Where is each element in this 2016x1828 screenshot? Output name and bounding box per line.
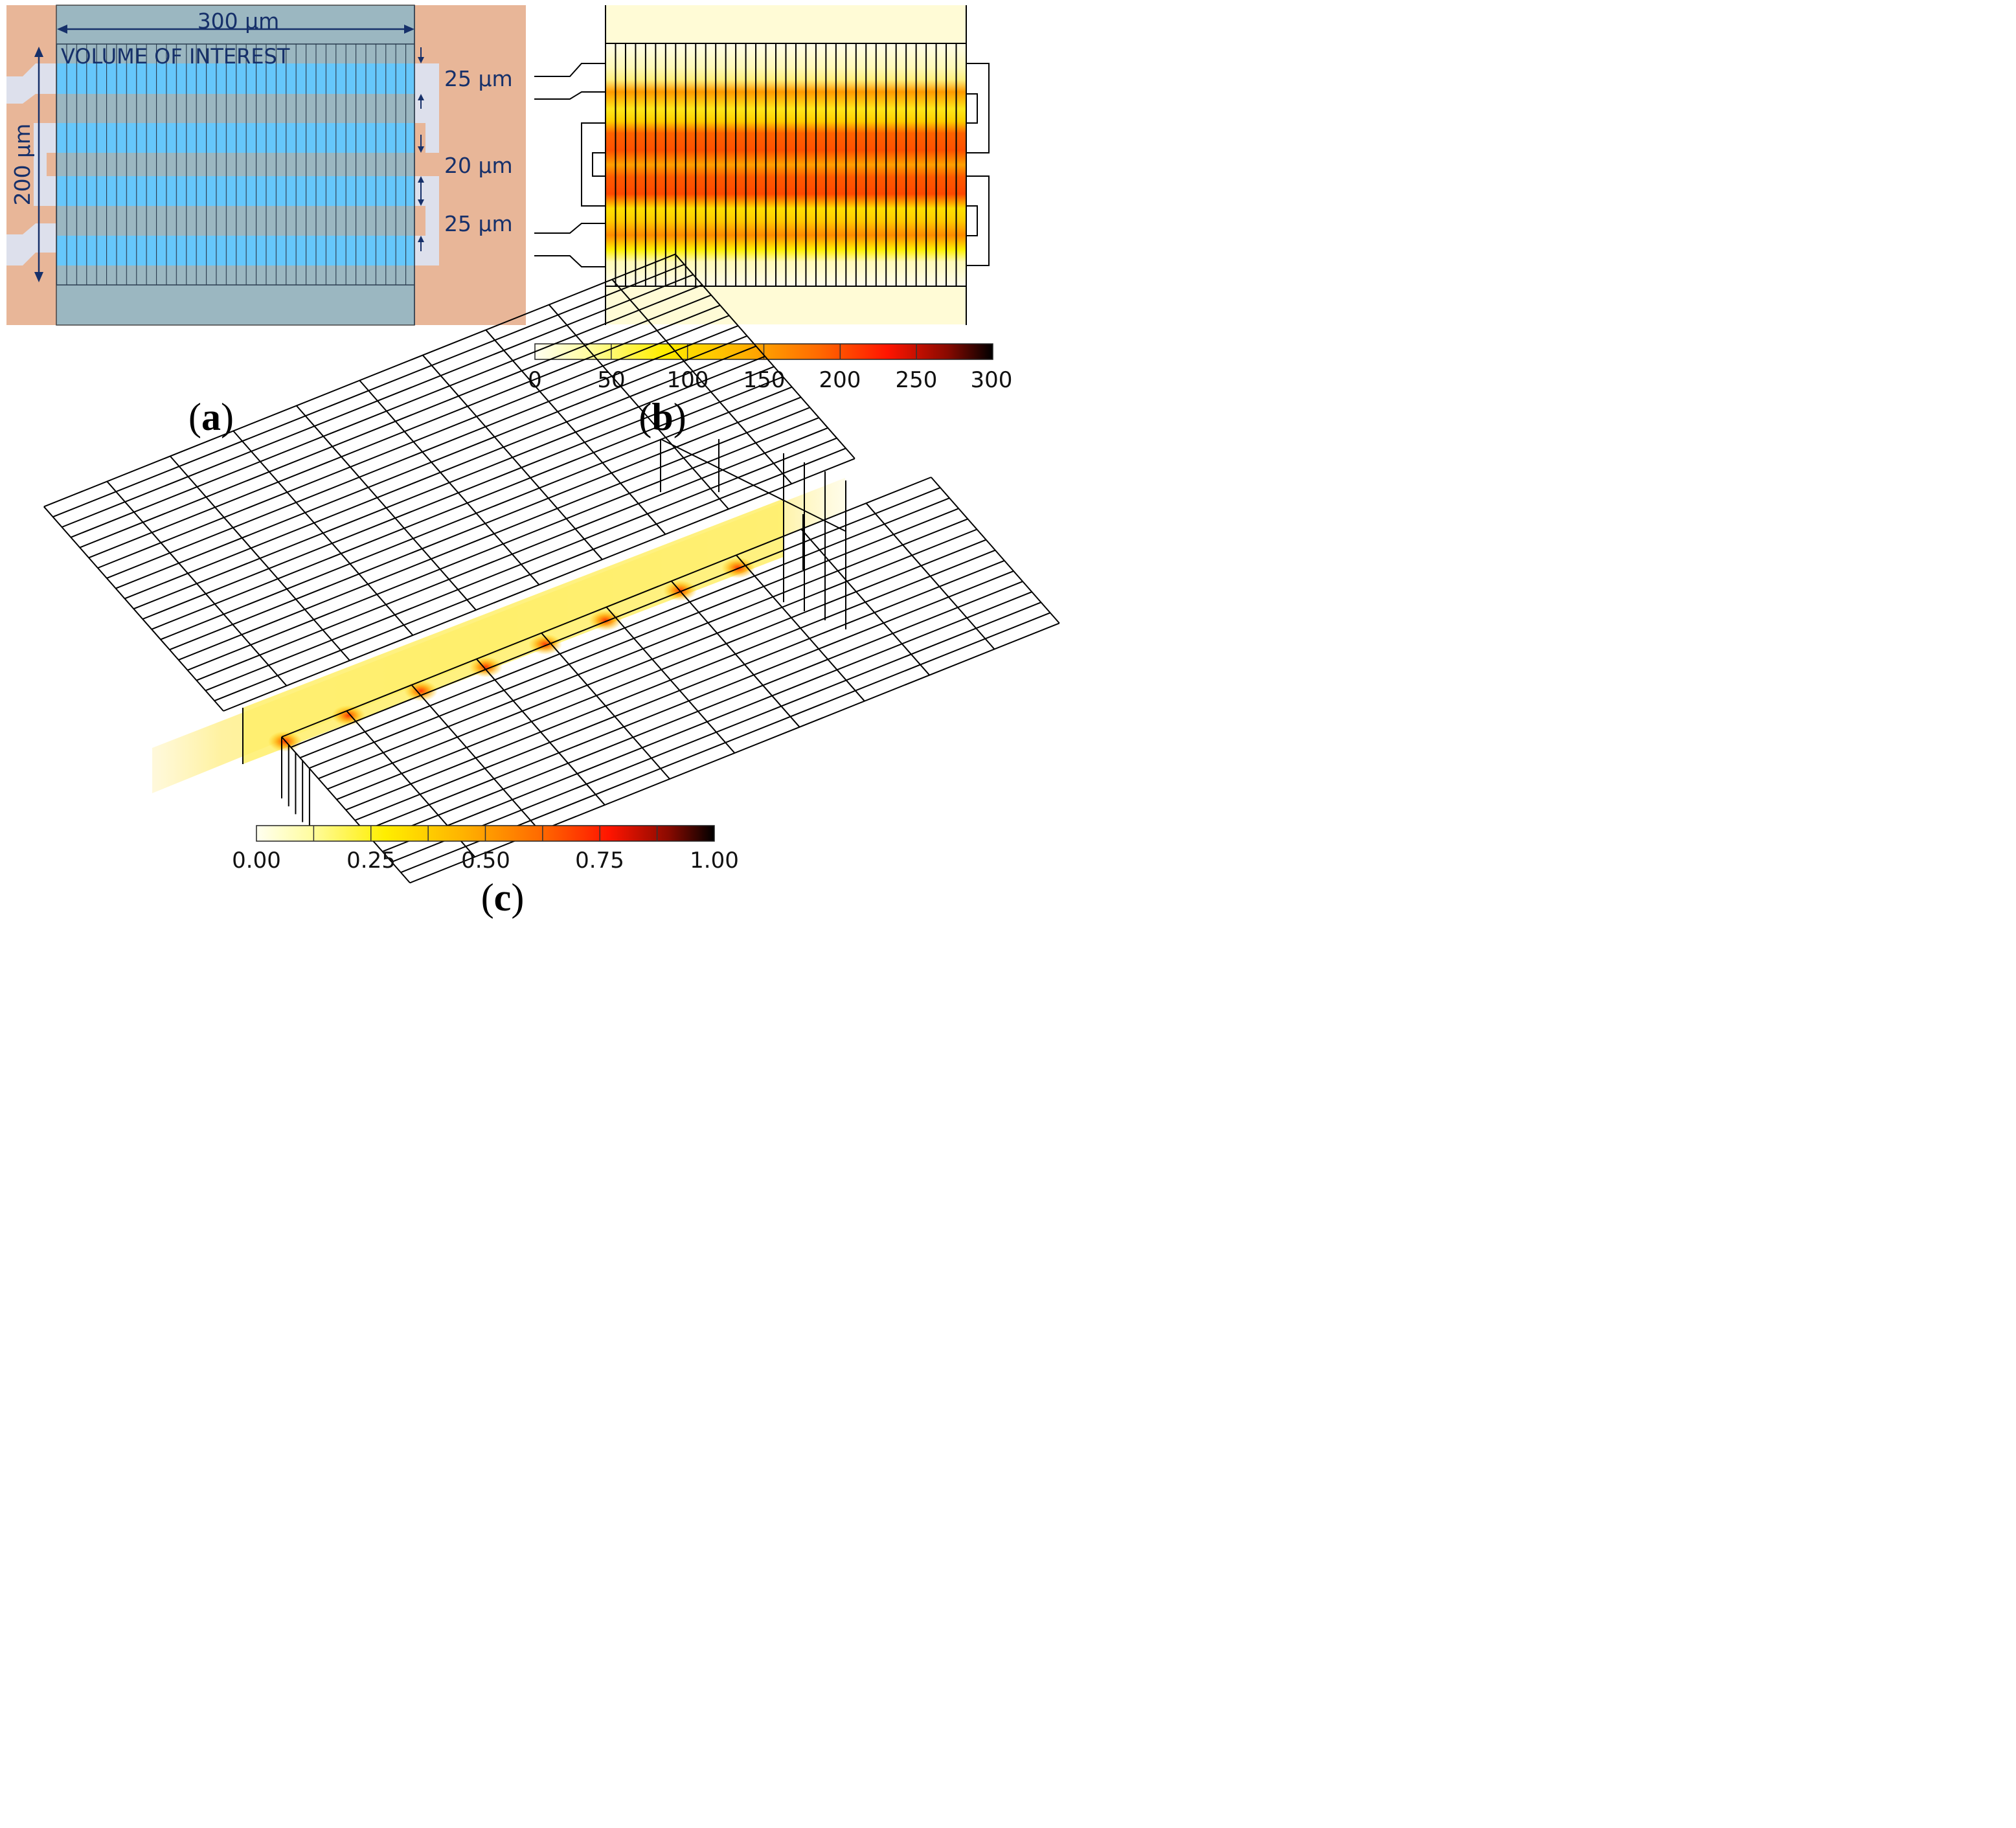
panel-c: 0.00 0.25 0.50 0.75 1.00 [43, 253, 1060, 884]
mesh-line [345, 549, 996, 811]
colorbar-c-labels: 0.00 0.25 0.50 0.75 1.00 [232, 848, 739, 874]
electrodes-a [6, 63, 439, 265]
mesh-line [160, 386, 793, 640]
mesh-line [660, 438, 846, 532]
mesh-line [133, 355, 765, 610]
volume-of-interest-label: VOLUME OF INTEREST [61, 44, 290, 69]
mesh-line [79, 294, 712, 548]
mesh-line [373, 581, 1023, 842]
width-dimension [57, 25, 414, 34]
colorbar-b-label: 250 [896, 367, 938, 393]
mesh-line [354, 559, 1005, 821]
panel-a: 300 µm VOLUME OF INTEREST 200 µm 25 µm 2… [6, 5, 526, 326]
mesh-line [88, 304, 721, 559]
mesh-line [124, 345, 756, 600]
mesh-line [318, 518, 968, 780]
colorbar-b-label: 100 [667, 367, 709, 393]
colorbar-c-label: 0.25 [346, 848, 396, 874]
mesh-line [290, 487, 941, 749]
electrodes-b [534, 63, 990, 267]
mesh-line [71, 284, 703, 538]
mesh-line [214, 447, 846, 702]
grid-lines-b [606, 43, 966, 286]
mesh-line [309, 508, 959, 769]
gap-label-top: 25 µm [444, 66, 513, 91]
mesh-line [382, 591, 1032, 853]
mesh-line [115, 335, 747, 589]
mesh-line [327, 528, 977, 790]
width-label: 300 µm [198, 8, 280, 34]
mesh-line [151, 376, 784, 630]
colorbar-b-label: 300 [971, 367, 1013, 393]
colorbar-b-labels: 0 50 100 150 200 250 300 [528, 367, 1012, 393]
mesh-line [106, 325, 739, 579]
mesh-line [363, 570, 1014, 831]
mesh-line [391, 602, 1041, 863]
mesh-line [142, 366, 775, 620]
colorbar-c-ticks [313, 826, 658, 841]
height-label: 200 µm [10, 124, 35, 206]
caption-b: (b) [639, 396, 686, 438]
colorbar-c-label: 0.75 [575, 848, 624, 874]
mesh-line [169, 396, 802, 651]
mesh-line [52, 264, 685, 518]
colorbar-b-label: 200 [819, 367, 861, 393]
gap-arrows [418, 47, 424, 251]
caption-c: (c) [481, 876, 525, 919]
panel-b: 0 50 100 150 200 250 300 [528, 5, 1012, 393]
mesh-line [62, 274, 694, 528]
mesh-line [178, 407, 810, 661]
mesh-line [336, 539, 987, 800]
height-dimension [34, 47, 43, 282]
gap-label-bottom: 25 µm [444, 211, 513, 236]
mesh-line [205, 437, 837, 692]
grid-lines-a [56, 44, 414, 285]
gap-label-middle: 20 µm [444, 153, 513, 178]
colorbar-c-label: 0.50 [461, 848, 510, 874]
colorbar-b-label: 0 [528, 367, 542, 393]
mesh-line [43, 253, 676, 508]
colorbar-c-label: 0.00 [232, 848, 281, 874]
wireframe-mesh [43, 253, 1060, 884]
mesh-line [97, 315, 730, 569]
caption-a: (a) [188, 396, 234, 438]
mesh-line [187, 417, 819, 671]
mesh-line [223, 458, 855, 712]
colorbar-c-label: 1.00 [690, 848, 739, 874]
mesh-line [299, 497, 950, 759]
